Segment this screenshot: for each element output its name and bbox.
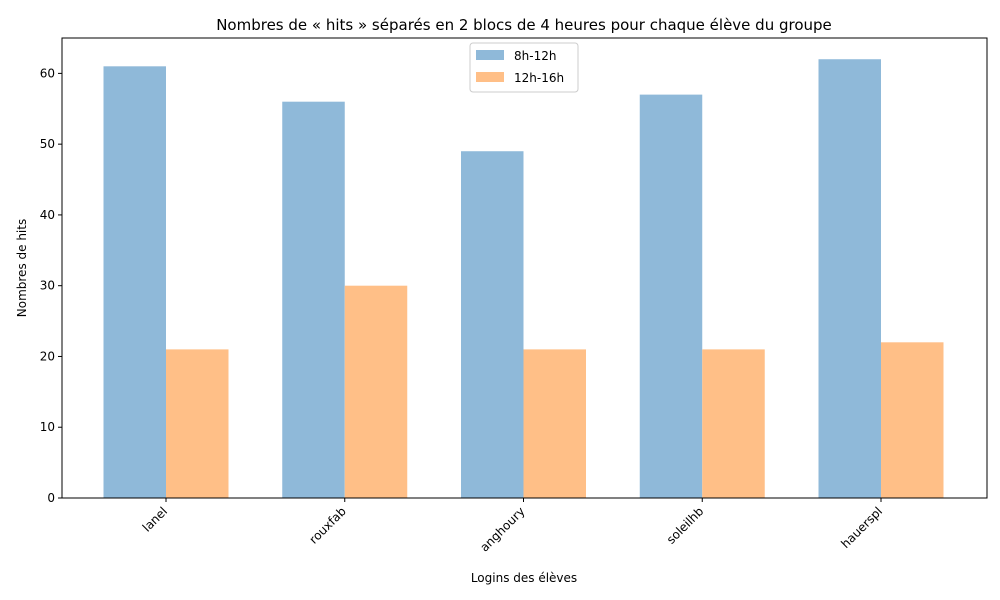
bar-12h-16h-rouxfab <box>344 285 408 498</box>
bar-8h-12h-hauerspl <box>818 59 881 498</box>
y-axis-label: Nombres de hits <box>15 219 29 317</box>
x-tick-label-lanel: lanel <box>140 504 170 534</box>
x-tick-label-anghoury: anghoury <box>477 504 527 554</box>
bar-8h-12h-anghoury <box>461 151 524 498</box>
y-tick-label: 20 <box>40 349 55 363</box>
bar-12h-16h-hauerspl <box>881 342 944 498</box>
x-tick-label-hauerspl: hauerspl <box>838 504 885 551</box>
y-tick-label: 10 <box>40 420 55 434</box>
bar-8h-12h-rouxfab <box>282 101 345 498</box>
bar-8h-12h-soleilhb <box>639 94 703 498</box>
legend-label-8h-12h: 8h-12h <box>514 49 556 63</box>
legend-swatch-8h-12h <box>476 50 504 60</box>
y-tick-label: 60 <box>40 66 55 80</box>
y-tick-label: 40 <box>40 208 55 222</box>
y-tick-label: 0 <box>47 491 55 505</box>
x-tick-label-soleilhb: soleilhb <box>664 504 707 547</box>
bars-layer <box>103 59 944 499</box>
plot-frame <box>61 37 988 499</box>
x-axis: lanel rouxfab anghoury soleilhb hauerspl <box>140 498 885 555</box>
x-axis-label: Logins des élèves <box>471 571 577 585</box>
bar-12h-16h-anghoury <box>523 349 586 498</box>
y-tick-label: 50 <box>40 137 55 151</box>
bar-12h-16h-soleilhb <box>702 349 765 498</box>
y-tick-label: 30 <box>40 279 55 293</box>
chart-title: Nombres de « hits » séparés en 2 blocs d… <box>216 16 832 34</box>
legend-label-12h-16h: 12h-16h <box>514 71 564 85</box>
y-axis: 0 10 20 30 40 50 60 <box>40 66 62 505</box>
bar-8h-12h-lanel <box>103 66 166 499</box>
legend-swatch-12h-16h <box>476 72 504 82</box>
bar-12h-16h-lanel <box>166 349 229 498</box>
x-tick-label-rouxfab: rouxfab <box>307 504 349 546</box>
legend: 8h-12h 12h-16h <box>469 42 579 93</box>
